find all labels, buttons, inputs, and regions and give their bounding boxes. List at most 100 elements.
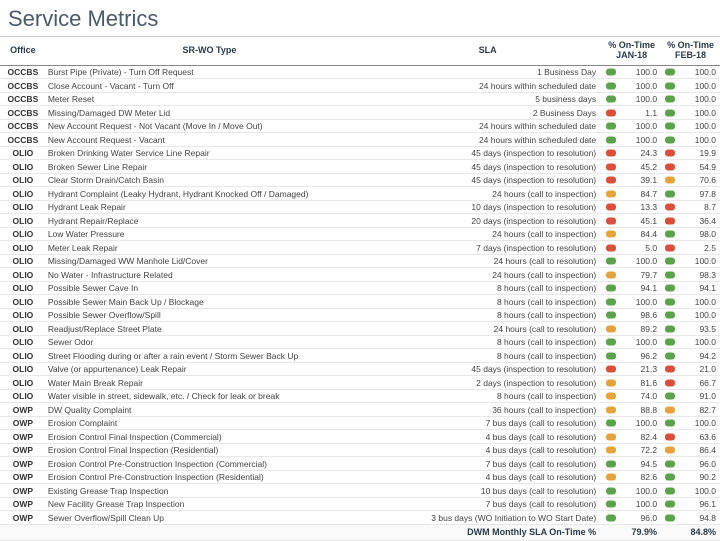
cell-jan: 21.3 xyxy=(602,362,661,376)
status-pill xyxy=(665,352,675,359)
status-pill xyxy=(606,285,616,292)
cell-srwo: Hydrant Leak Repair xyxy=(46,200,373,214)
status-pill xyxy=(665,420,675,427)
cell-jan: 72.2 xyxy=(602,443,661,457)
status-pill xyxy=(665,217,675,224)
table-row: OWPErosion Control Final Inspection (Res… xyxy=(0,443,720,457)
cell-jan: 100.0 xyxy=(602,416,661,430)
table-row: OLIOWater Main Break Repair2 days (inspe… xyxy=(0,376,720,390)
cell-feb: 100.0 xyxy=(661,119,720,133)
value-feb: 100.0 xyxy=(695,297,716,307)
table-row: OLIOLow Water Pressure24 hours (call to … xyxy=(0,227,720,241)
cell-srwo: Hydrant Repair/Replace xyxy=(46,214,373,228)
status-pill xyxy=(606,69,616,76)
table-row: OWPErosion Complaint7 bus days (call to … xyxy=(0,416,720,430)
value-jan: 100.0 xyxy=(636,135,657,145)
status-pill xyxy=(606,406,616,413)
cell-srwo: Erosion Control Final Inspection (Reside… xyxy=(46,443,373,457)
cell-srwo: Hydrant Complaint (Leaky Hydrant, Hydran… xyxy=(46,187,373,201)
cell-sla: 24 hours within scheduled date xyxy=(373,79,602,93)
value-feb: 100.0 xyxy=(695,337,716,347)
status-pill xyxy=(606,339,616,346)
cell-sla: 24 hours (call to inspection) xyxy=(373,227,602,241)
cell-sla: 8 hours (call to inspection) xyxy=(373,308,602,322)
table-row: OCCBSClose Account - Vacant - Turn Off24… xyxy=(0,79,720,93)
cell-srwo: Sewer Odor xyxy=(46,335,373,349)
status-pill xyxy=(606,217,616,224)
cell-feb: 100.0 xyxy=(661,295,720,309)
table-row: OLIOValve (or appurtenance) Leak Repair4… xyxy=(0,362,720,376)
status-pill xyxy=(665,460,675,467)
cell-srwo: DW Quality Complaint xyxy=(46,403,373,417)
cell-srwo: New Facility Grease Trap Inspection xyxy=(46,497,373,511)
cell-sla: 7 bus days (call to resolution) xyxy=(373,497,602,511)
cell-feb: 100.0 xyxy=(661,106,720,120)
cell-jan: 100.0 xyxy=(602,92,661,106)
status-pill xyxy=(606,150,616,157)
value-jan: 100.0 xyxy=(636,256,657,266)
value-jan: 45.2 xyxy=(641,162,658,172)
value-jan: 72.2 xyxy=(641,445,658,455)
table-row: OLIOHydrant Complaint (Leaky Hydrant, Hy… xyxy=(0,187,720,201)
value-feb: 90.2 xyxy=(699,472,716,482)
value-feb: 100.0 xyxy=(695,121,716,131)
cell-office: OWP xyxy=(0,470,46,484)
cell-srwo: Burst Pipe (Private) - Turn Off Request xyxy=(46,65,373,79)
summary-label: DWM Monthly SLA On-Time % xyxy=(0,524,602,540)
status-pill xyxy=(665,312,675,319)
status-pill xyxy=(606,123,616,130)
page-title: Service Metrics xyxy=(0,0,720,37)
status-pill xyxy=(665,501,675,508)
value-jan: 88.8 xyxy=(641,405,658,415)
cell-office: OCCBS xyxy=(0,119,46,133)
metrics-table: Office SR-WO Type SLA % On-Time JAN-18 %… xyxy=(0,37,720,541)
cell-srwo: Close Account - Vacant - Turn Off xyxy=(46,79,373,93)
cell-office: OLIO xyxy=(0,268,46,282)
table-row: OCCBSNew Account Request - Vacant24 hour… xyxy=(0,133,720,147)
status-pill xyxy=(606,366,616,373)
status-pill xyxy=(606,447,616,454)
status-pill xyxy=(606,96,616,103)
cell-jan: 100.0 xyxy=(602,295,661,309)
cell-office: OLIO xyxy=(0,349,46,363)
status-pill xyxy=(606,352,616,359)
cell-sla: 45 days (inspection to resolution) xyxy=(373,362,602,376)
cell-jan: 100.0 xyxy=(602,335,661,349)
cell-srwo: Erosion Control Pre-Construction Inspect… xyxy=(46,457,373,471)
cell-srwo: Possible Sewer Cave In xyxy=(46,281,373,295)
cell-office: OLIO xyxy=(0,254,46,268)
status-pill xyxy=(665,123,675,130)
cell-office: OLIO xyxy=(0,322,46,336)
table-row: OWPErosion Control Pre-Construction Insp… xyxy=(0,457,720,471)
value-jan: 100.0 xyxy=(636,486,657,496)
value-feb: 100.0 xyxy=(695,310,716,320)
cell-jan: 96.0 xyxy=(602,511,661,525)
table-row: OLIOPossible Sewer Main Back Up / Blocka… xyxy=(0,295,720,309)
cell-srwo: Erosion Complaint xyxy=(46,416,373,430)
cell-jan: 98.6 xyxy=(602,308,661,322)
cell-office: OLIO xyxy=(0,173,46,187)
table-row: OLIOHydrant Repair/Replace20 days (inspe… xyxy=(0,214,720,228)
table-row: OWPSewer Overflow/Spill Clean Up3 bus da… xyxy=(0,511,720,525)
cell-jan: 74.0 xyxy=(602,389,661,403)
table-row: OCCBSBurst Pipe (Private) - Turn Off Req… xyxy=(0,65,720,79)
cell-srwo: Clear Storm Drain/Catch Basin xyxy=(46,173,373,187)
cell-jan: 100.0 xyxy=(602,79,661,93)
value-feb: 100.0 xyxy=(695,418,716,428)
status-pill xyxy=(606,312,616,319)
value-feb: 100.0 xyxy=(695,67,716,77)
value-jan: 100.0 xyxy=(636,297,657,307)
cell-srwo: Possible Sewer Main Back Up / Blockage xyxy=(46,295,373,309)
cell-office: OLIO xyxy=(0,308,46,322)
cell-jan: 84.4 xyxy=(602,227,661,241)
value-feb: 98.3 xyxy=(699,270,716,280)
cell-jan: 13.3 xyxy=(602,200,661,214)
cell-feb: 19.9 xyxy=(661,146,720,160)
value-feb: 100.0 xyxy=(695,81,716,91)
cell-feb: 70.6 xyxy=(661,173,720,187)
value-feb: 100.0 xyxy=(695,486,716,496)
value-feb: 100.0 xyxy=(695,135,716,145)
value-feb: 96.0 xyxy=(699,459,716,469)
cell-office: OWP xyxy=(0,430,46,444)
status-pill xyxy=(606,109,616,116)
